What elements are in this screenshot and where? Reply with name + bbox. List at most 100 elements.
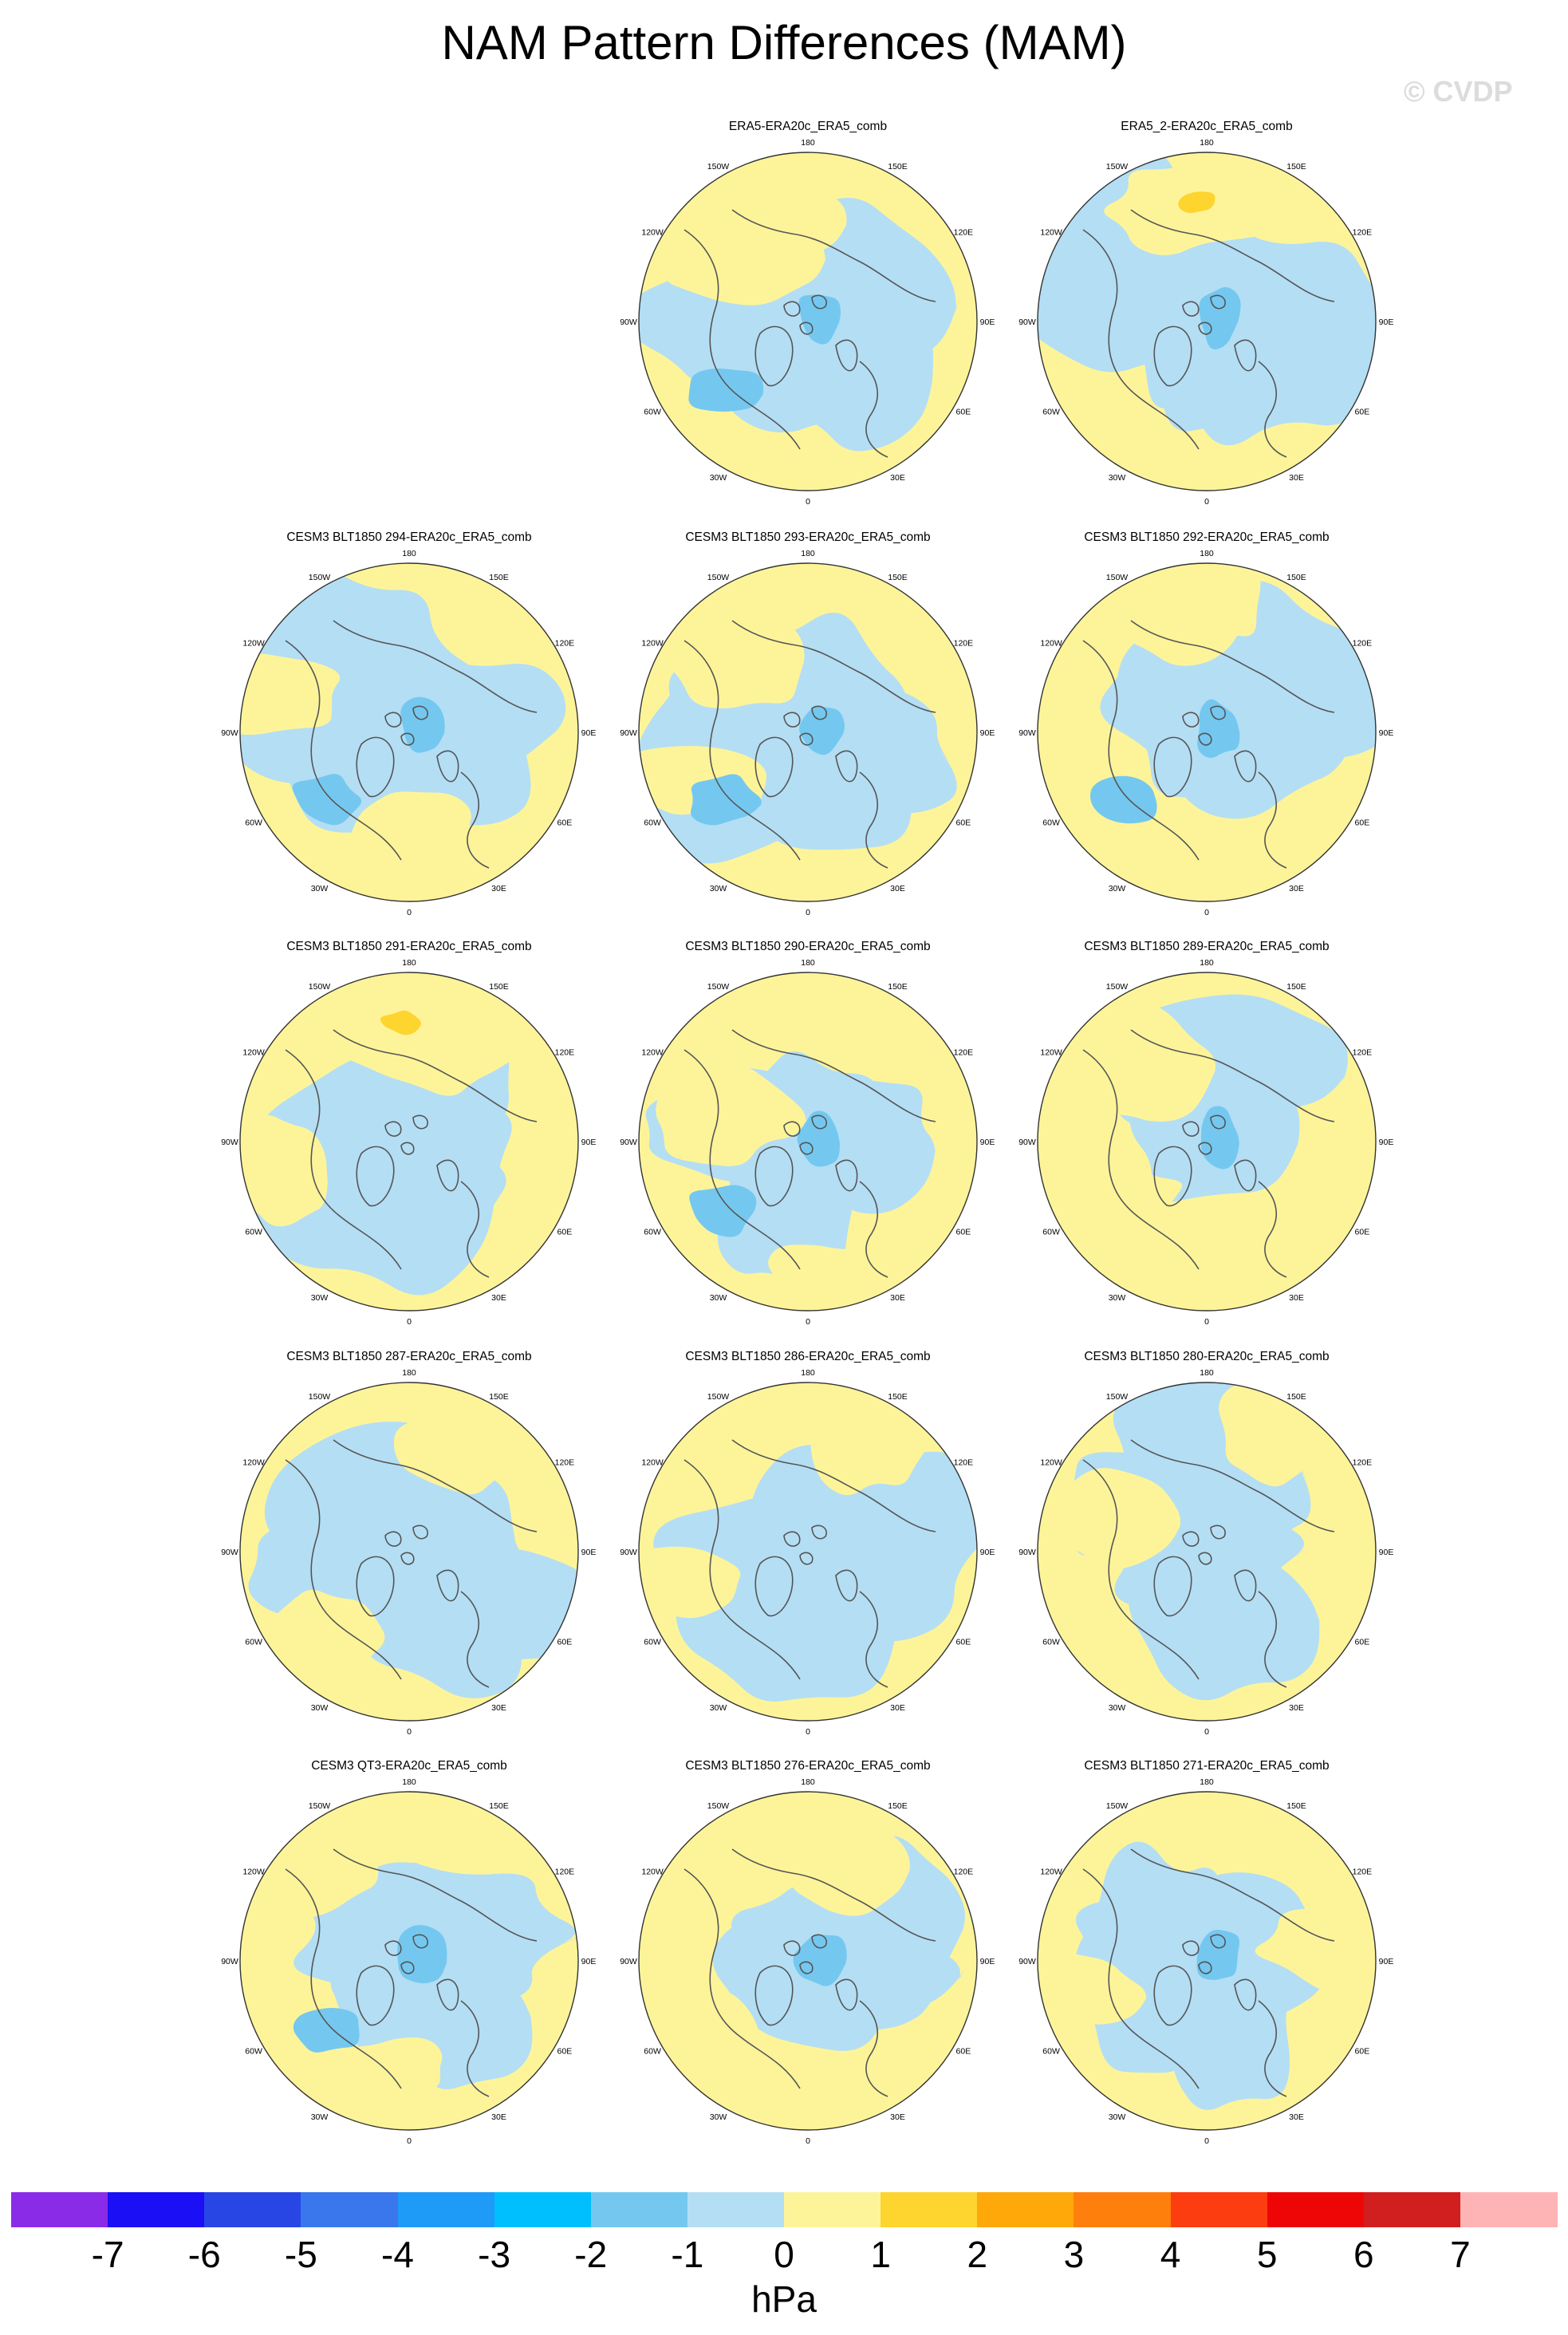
cvdp-watermark: © CVDP [1404, 75, 1513, 108]
longitude-label: 30E [491, 1293, 506, 1303]
longitude-label: 150E [888, 1392, 908, 1402]
positive-anomaly-region [1163, 563, 1262, 637]
longitude-label: 0 [1204, 497, 1209, 507]
coastline [859, 771, 888, 869]
panel-title: CESM3 BLT1850 276-ERA20c_ERA5_comb [685, 1759, 931, 1773]
longitude-label: 180 [1200, 549, 1214, 558]
longitude-label: 180 [402, 1368, 416, 1378]
coastline [684, 1868, 801, 2089]
coastline [400, 1961, 415, 1974]
coastline [731, 209, 936, 302]
colorbar-tick-label: 1 [870, 2234, 891, 2275]
coastline [384, 1940, 402, 1956]
colorbar-tick-label: -7 [91, 2234, 124, 2275]
coastline [835, 1978, 858, 2011]
longitude-label: 30E [1289, 1293, 1304, 1303]
positive-anomaly-core [380, 1010, 423, 1035]
coastline [1130, 1029, 1335, 1122]
positive-anomaly-region [807, 1386, 932, 1496]
longitude-label: 90E [1379, 1548, 1394, 1557]
coastline [799, 321, 814, 335]
longitude-label: 0 [1204, 2136, 1209, 2146]
longitude-label: 60E [956, 818, 971, 828]
colorbar-swatch [1363, 2192, 1461, 2227]
colorbar-swatch [977, 2192, 1074, 2227]
longitude-label: 0 [407, 908, 412, 917]
longitude-label: 120W [242, 639, 265, 649]
longitude-label: 30E [890, 473, 905, 483]
colorbar-tick-label: 6 [1353, 2234, 1374, 2275]
coastline [384, 1121, 402, 1137]
map-boundary [1037, 1791, 1377, 2131]
panel-title: CESM3 BLT1850 271-ERA20c_ERA5_comb [1084, 1759, 1330, 1773]
coastline [400, 1552, 415, 1565]
positive-anomaly-region [240, 1114, 329, 1227]
map-panel: CESM3 BLT1850 286-ERA20c_ERA5_comb 180 150… [620, 1350, 995, 1737]
longitude-label: 120W [242, 1048, 265, 1058]
longitude-label: 30W [311, 884, 329, 893]
longitude-label: 30W [710, 884, 727, 893]
longitude-label: 120E [1353, 639, 1373, 649]
coastline [754, 736, 794, 798]
colorbar-tick-label: -3 [478, 2234, 511, 2275]
longitude-label: 180 [402, 958, 416, 968]
longitude-label: 30W [1109, 473, 1126, 483]
coastline [356, 1146, 395, 1207]
coastline [285, 640, 402, 861]
longitude-label: 150E [888, 162, 908, 172]
longitude-label: 90E [581, 1138, 597, 1147]
longitude-label: 120E [1353, 1868, 1373, 1877]
colorbar-swatch [590, 2192, 688, 2227]
polar-map: 180 150E 120E 90E 60E 30E 0 30W 60W 90W 120W 150W [221, 549, 596, 917]
coastline [783, 1531, 801, 1547]
coastline [1210, 294, 1226, 310]
longitude-label: 90E [581, 1548, 597, 1557]
coastline [1182, 1531, 1200, 1547]
coastline [811, 705, 827, 720]
positive-anomaly-region [1038, 1950, 1149, 2025]
coastline [1130, 620, 1335, 713]
colorbar-swatch [1074, 2192, 1171, 2227]
longitude-label: 120W [242, 1458, 265, 1468]
longitude-label: 180 [801, 1777, 815, 1787]
coastline [811, 1934, 827, 1949]
coastline [1210, 705, 1226, 720]
longitude-label: 60W [644, 408, 661, 417]
colorbar-swatch [881, 2192, 978, 2227]
longitude-label: 30E [491, 1703, 506, 1713]
colorbar-swatch [11, 2192, 108, 2227]
longitude-label: 90E [1379, 1957, 1394, 1966]
map-panel: CESM3 QT3-ERA20c_ERA5_comb 180 150E 120E 90E… [221, 1759, 597, 2146]
coastline [356, 1965, 395, 2026]
longitude-label: 90W [1018, 318, 1036, 327]
coastline [1258, 2000, 1287, 2097]
coastline [731, 1439, 936, 1532]
map-panel: CESM3 BLT1850 291-ERA20c_ERA5_comb 180 150… [221, 940, 597, 1327]
longitude-label: 90E [1379, 318, 1394, 327]
coastline [1198, 1552, 1212, 1565]
longitude-label: 120E [555, 1458, 575, 1468]
longitude-label: 120W [1040, 1868, 1062, 1877]
colorbar-tick-label: -6 [187, 2234, 221, 2275]
coastline [384, 1531, 402, 1547]
longitude-label: 60W [1042, 2047, 1060, 2057]
longitude-label: 90E [980, 1957, 995, 1966]
longitude-label: 30W [1109, 884, 1126, 893]
coastline [1198, 321, 1212, 335]
longitude-label: 150W [309, 982, 331, 992]
longitude-label: 120E [954, 639, 974, 649]
coastline [1182, 1121, 1200, 1137]
polar-map: 180 150E 120E 90E 60E 30E 0 30W 60W 90W 120W 150W [620, 549, 995, 917]
longitude-label: 90W [221, 1548, 238, 1557]
coastline [684, 1459, 801, 1680]
coastline [1130, 209, 1335, 302]
colorbar-tick-label: -2 [574, 2234, 608, 2275]
colorbar-tick-label: 5 [1256, 2234, 1278, 2275]
coastline [731, 1848, 936, 1942]
polar-map: 180 150E 120E 90E 60E 30E 0 30W 60W 90W 120W 150W [620, 138, 995, 507]
longitude-label: 60W [1042, 408, 1060, 417]
coastline [412, 705, 428, 720]
panel-title: ERA5-ERA20c_ERA5_comb [728, 120, 888, 133]
panel-title: CESM3 BLT1850 292-ERA20c_ERA5_comb [1084, 531, 1330, 544]
map-boundary [638, 562, 978, 902]
